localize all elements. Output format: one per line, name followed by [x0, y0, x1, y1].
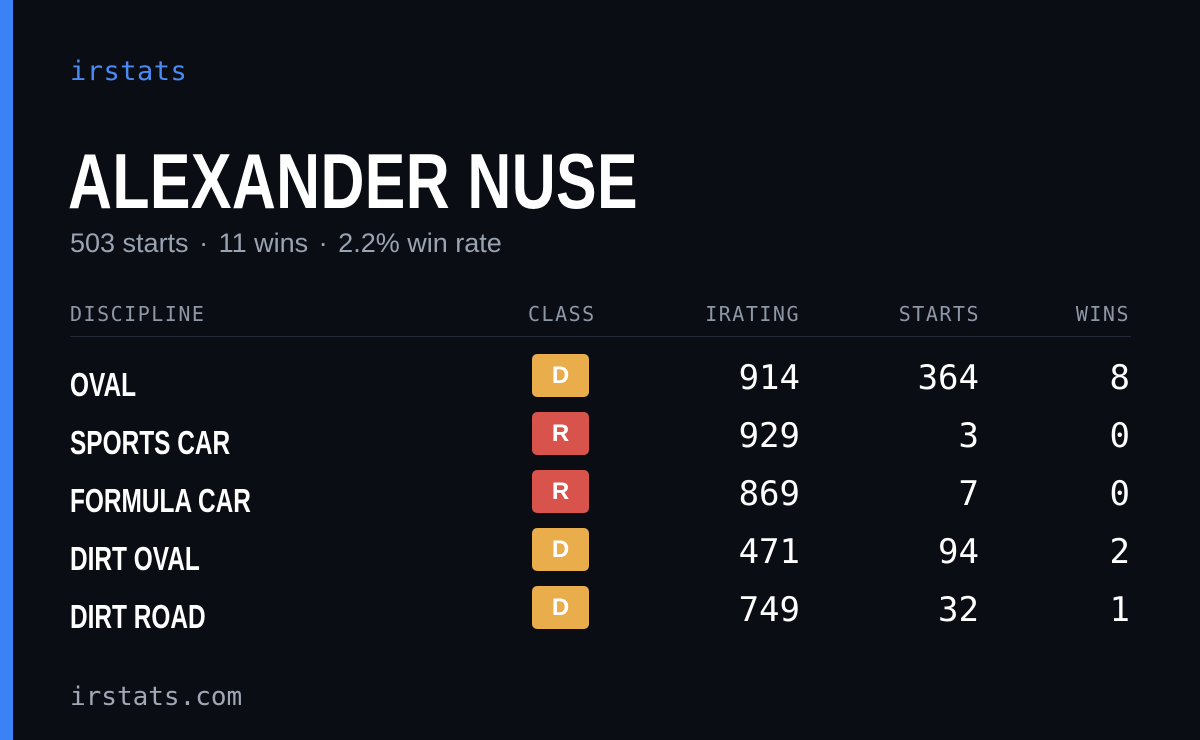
header-irating: IRATING: [705, 302, 800, 326]
class-badge: R: [532, 412, 589, 455]
separator: ·: [318, 228, 328, 258]
table-row: DIRT ROAD D 749 32 1: [0, 586, 1200, 644]
class-badge: D: [532, 586, 589, 629]
irating-value: 929: [738, 416, 800, 456]
table-row: SPORTS CAR R 929 3 0: [0, 412, 1200, 470]
starts-value: 94: [938, 532, 979, 572]
discipline-name: OVAL: [70, 366, 137, 403]
accent-bar: [0, 0, 13, 740]
wins-value: 0: [1109, 474, 1130, 514]
total-starts: 503 starts: [70, 228, 189, 258]
summary-stats: 503 starts · 11 wins · 2.2% win rate: [70, 228, 502, 259]
wins-value: 2: [1109, 532, 1130, 572]
table-row: DIRT OVAL D 471 94 2: [0, 528, 1200, 586]
player-name: ALEXANDER NUSE: [68, 137, 638, 225]
discipline-name: SPORTS CAR: [70, 424, 231, 461]
table-row: OVAL D 914 364 8: [0, 354, 1200, 412]
starts-value: 3: [958, 416, 979, 456]
discipline-name: DIRT OVAL: [70, 540, 200, 577]
total-wins: 11 wins: [218, 228, 309, 258]
wins-value: 1: [1109, 590, 1130, 630]
class-badge: R: [532, 470, 589, 513]
separator: ·: [199, 228, 209, 258]
irating-value: 749: [738, 590, 800, 630]
header-wins: WINS: [1075, 302, 1130, 326]
irating-value: 914: [738, 358, 800, 398]
discipline-name: DIRT ROAD: [70, 598, 206, 635]
table-row: FORMULA CAR R 869 7 0: [0, 470, 1200, 528]
header-discipline: DISCIPLINE: [70, 302, 206, 326]
win-rate: 2.2% win rate: [338, 228, 502, 258]
irating-value: 471: [738, 532, 800, 572]
starts-value: 32: [938, 590, 979, 630]
discipline-name: FORMULA CAR: [70, 482, 251, 519]
class-badge: D: [532, 354, 589, 397]
class-badge: D: [532, 528, 589, 571]
brand-logo: irstats: [70, 56, 188, 87]
header-divider: [70, 336, 1131, 337]
starts-value: 364: [917, 358, 979, 398]
header-starts: STARTS: [898, 302, 980, 326]
irating-value: 869: [738, 474, 800, 514]
starts-value: 7: [958, 474, 979, 514]
header-class: CLASS: [528, 302, 596, 326]
wins-value: 0: [1109, 416, 1130, 456]
footer-domain: irstats.com: [70, 682, 243, 712]
wins-value: 8: [1109, 358, 1130, 398]
